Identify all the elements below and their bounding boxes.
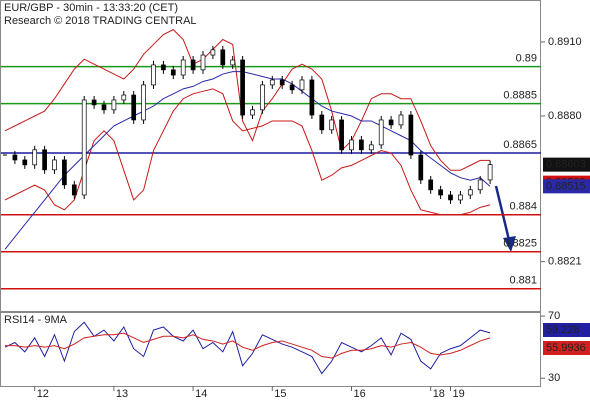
- x-tick-label: 14: [195, 388, 207, 400]
- level-label: 0.881: [509, 275, 537, 287]
- candle: [260, 84, 265, 111]
- candle: [32, 149, 38, 166]
- x-tick-label: 13: [116, 388, 128, 400]
- x-tick-label: 18: [433, 388, 445, 400]
- candle: [52, 159, 57, 171]
- candle: [230, 59, 236, 66]
- y-tick-label: 0.8910: [548, 36, 582, 48]
- candle: [458, 194, 463, 201]
- level-label: 0.884: [509, 201, 537, 213]
- ma-price: 0.88515: [546, 180, 586, 192]
- price-panel: [0, 0, 541, 312]
- candle: [448, 194, 453, 201]
- rsi-y-tick-label: 70: [548, 310, 560, 322]
- candle: [240, 59, 245, 116]
- forecast-arrow: [494, 185, 516, 252]
- candle: [62, 159, 67, 186]
- candle: [121, 94, 127, 101]
- candle: [200, 54, 206, 71]
- candle: [349, 139, 354, 151]
- bollinger-lower: [4, 88, 491, 216]
- rsi-panel: [0, 312, 541, 387]
- rsi-title: RSI14 - 9MA: [4, 314, 68, 326]
- candle: [180, 59, 186, 76]
- candle: [368, 144, 374, 151]
- candle: [428, 179, 434, 191]
- last-price: 0.88603: [546, 159, 586, 171]
- candle: [81, 99, 87, 196]
- ma-price-box: [543, 179, 590, 194]
- candle: [12, 154, 18, 161]
- candle: [101, 104, 107, 111]
- rsi-value-box: [543, 341, 590, 355]
- rsi-line: [5, 332, 491, 359]
- candle: [250, 109, 255, 116]
- candle: [467, 189, 473, 196]
- y-tick-label: 0.8821: [548, 256, 582, 268]
- candle: [161, 64, 166, 71]
- rsi-line: [4, 321, 491, 375]
- candle: [438, 189, 443, 196]
- level-label: 0.8865: [503, 139, 537, 151]
- candle: [71, 184, 77, 196]
- candle: [269, 79, 275, 86]
- candle: [477, 179, 483, 191]
- rsi-value-label: 55.9936: [546, 342, 586, 354]
- candle: [329, 119, 335, 131]
- candle: [42, 149, 47, 171]
- candle: [289, 84, 295, 91]
- last-price-box: [543, 157, 590, 172]
- candle: [398, 114, 404, 126]
- candle: [190, 59, 196, 71]
- candle: [141, 84, 146, 121]
- rsi-value-box: [543, 323, 590, 337]
- x-tick-label: 15: [274, 388, 286, 400]
- candle: [22, 159, 28, 166]
- candle: [91, 99, 97, 106]
- candle: [418, 154, 424, 181]
- candle: [299, 79, 305, 91]
- x-tick-label: 12: [37, 388, 49, 400]
- level-label: 0.89: [516, 53, 537, 65]
- level-label: 0.8885: [503, 90, 537, 102]
- candle: [339, 119, 344, 151]
- chart-title: EUR/GBP - 30min - 13:33:20 (CET): [4, 2, 178, 14]
- rsi-value-label: 59.228: [546, 324, 580, 336]
- y-tick-label: 0.8880: [548, 110, 582, 122]
- candle: [388, 119, 394, 126]
- candle: [111, 99, 117, 111]
- x-tick-label: 16: [354, 388, 366, 400]
- bollinger-upper: [4, 29, 491, 171]
- candle: [131, 94, 137, 121]
- candle: [220, 49, 226, 66]
- candle: [319, 114, 325, 131]
- rsi-y-tick-label: 30: [548, 372, 560, 384]
- moving-average: [4, 71, 491, 250]
- level-label: 0.8825: [503, 238, 537, 250]
- candle: [151, 64, 156, 86]
- candle: [309, 79, 315, 116]
- x-tick-label: 19: [453, 388, 465, 400]
- candle: [408, 114, 414, 156]
- candle: [359, 139, 364, 151]
- candle: [210, 49, 216, 56]
- candle: [487, 164, 493, 181]
- candle: [279, 79, 285, 86]
- candle: [378, 119, 384, 146]
- chart-subtitle: Research © 2018 TRADING CENTRAL: [4, 15, 197, 27]
- candle: [170, 69, 176, 76]
